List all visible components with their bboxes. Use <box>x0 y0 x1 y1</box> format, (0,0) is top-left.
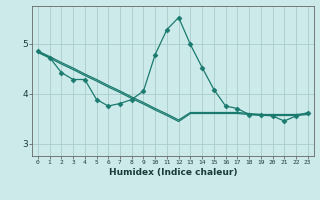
X-axis label: Humidex (Indice chaleur): Humidex (Indice chaleur) <box>108 168 237 177</box>
